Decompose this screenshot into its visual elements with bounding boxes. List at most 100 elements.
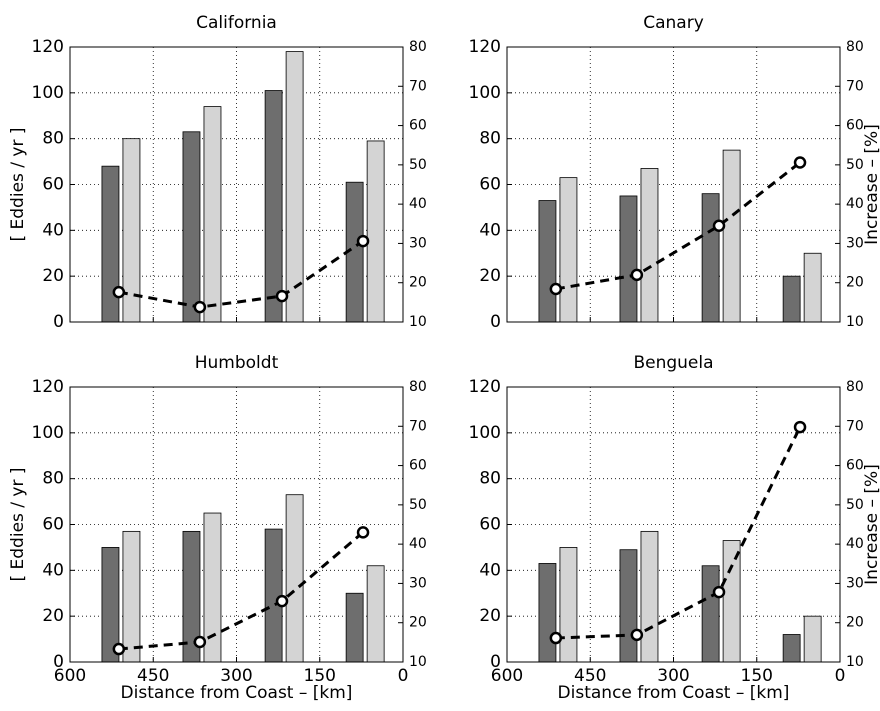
y-tick-label: 40 xyxy=(42,560,64,580)
y-tick-label: 100 xyxy=(32,83,64,103)
y2-tick-label: 50 xyxy=(846,497,864,513)
line-marker xyxy=(793,156,807,169)
y2-tick-label: 70 xyxy=(409,78,427,94)
y2-tick-label: 40 xyxy=(846,196,864,212)
y-tick-label: 80 xyxy=(42,129,64,149)
y2-tick-label: 40 xyxy=(846,536,864,552)
x-axis-label: Distance from Coast – [km] xyxy=(121,683,353,703)
x-tick-label: 300 xyxy=(220,666,252,686)
y2-tick-label: 10 xyxy=(846,314,864,330)
line-marker xyxy=(193,635,207,649)
line-marker xyxy=(712,219,726,232)
y2-tick-label: 30 xyxy=(409,575,427,591)
bar xyxy=(559,547,578,663)
bar xyxy=(722,149,741,323)
y-tick-label: 0 xyxy=(490,312,501,332)
y2-tick-label: 50 xyxy=(846,157,864,173)
axes-frame xyxy=(506,386,841,663)
x-tick-label: 300 xyxy=(657,666,689,686)
line-marker xyxy=(356,526,370,539)
y-tick-label: 120 xyxy=(32,37,64,57)
y-tick-label: 0 xyxy=(53,312,64,332)
line xyxy=(118,239,364,309)
y-tick-label: 40 xyxy=(42,220,64,240)
y2-tick-label: 70 xyxy=(846,418,864,434)
y-tick-label: 80 xyxy=(479,469,501,489)
bar xyxy=(366,140,385,323)
bar xyxy=(203,512,222,663)
y2-tick-label: 70 xyxy=(846,78,864,94)
bar xyxy=(803,252,822,323)
line xyxy=(118,531,365,651)
panel-title: Humboldt xyxy=(195,353,279,373)
bar xyxy=(782,275,801,323)
line-marker xyxy=(275,594,289,608)
panel-title: Canary xyxy=(643,13,704,33)
axes-frame xyxy=(506,46,841,323)
line-marker xyxy=(793,420,807,434)
bar xyxy=(345,592,364,663)
y-axis-label: [ Eddies / yr ] xyxy=(8,467,28,581)
bar xyxy=(264,90,283,323)
y-tick-label: 120 xyxy=(32,377,64,397)
y-tick-label: 80 xyxy=(479,129,501,149)
x-tick-label: 150 xyxy=(741,666,773,686)
y2-tick-label: 20 xyxy=(409,275,427,291)
y-tick-label: 120 xyxy=(469,37,501,57)
bar xyxy=(782,634,801,663)
bar xyxy=(285,51,304,323)
line-marker xyxy=(275,289,289,303)
bar xyxy=(640,530,659,663)
y-tick-label: 20 xyxy=(479,266,501,286)
y2-tick-label: 80 xyxy=(846,379,864,395)
x-tick-label: 600 xyxy=(491,666,523,686)
y2-tick-label: 20 xyxy=(409,615,427,631)
y2-tick-label: 80 xyxy=(409,39,427,55)
bar xyxy=(203,106,222,323)
axes-frame xyxy=(69,46,404,323)
bar xyxy=(559,177,578,323)
y2-tick-label: 20 xyxy=(846,615,864,631)
x-axis-label: Distance from Coast – [km] xyxy=(558,683,790,703)
y-tick-label: 60 xyxy=(479,175,501,195)
bar xyxy=(701,193,720,323)
y-tick-label: 60 xyxy=(42,515,64,535)
line-marker xyxy=(712,585,726,599)
panel-title: California xyxy=(196,13,277,33)
y2-tick-label: 60 xyxy=(846,458,864,474)
y2-tick-label: 60 xyxy=(846,118,864,134)
y2-axis-label: Increase – [%] xyxy=(862,464,880,585)
y-tick-label: 100 xyxy=(32,423,64,443)
y-tick-label: 40 xyxy=(479,220,501,240)
bar xyxy=(538,200,557,323)
y2-tick-label: 40 xyxy=(409,196,427,212)
y-tick-label: 120 xyxy=(469,377,501,397)
bar xyxy=(803,615,822,663)
y-tick-label: 40 xyxy=(479,560,501,580)
y2-tick-label: 30 xyxy=(409,235,427,251)
y-axis-label: [ Eddies / yr ] xyxy=(8,127,28,241)
line-marker xyxy=(630,268,644,282)
y2-tick-label: 10 xyxy=(409,314,427,330)
y2-axis-label: Increase – [%] xyxy=(862,124,880,245)
y-tick-label: 60 xyxy=(42,175,64,195)
x-tick-label: 0 xyxy=(398,666,409,686)
y2-tick-label: 70 xyxy=(409,418,427,434)
line xyxy=(555,161,801,291)
y-tick-label: 20 xyxy=(42,266,64,286)
bar xyxy=(619,549,638,663)
x-tick-label: 0 xyxy=(835,666,846,686)
y-tick-label: 20 xyxy=(479,606,501,626)
y2-tick-label: 30 xyxy=(846,235,864,251)
bar xyxy=(640,168,659,323)
line-marker xyxy=(112,642,126,656)
y2-tick-label: 10 xyxy=(846,654,864,670)
x-tick-label: 600 xyxy=(54,666,86,686)
y-tick-label: 100 xyxy=(469,423,501,443)
y2-tick-label: 20 xyxy=(846,275,864,291)
line-marker xyxy=(630,628,644,642)
x-tick-label: 450 xyxy=(137,666,169,686)
line xyxy=(555,426,802,640)
y2-tick-label: 30 xyxy=(846,575,864,591)
